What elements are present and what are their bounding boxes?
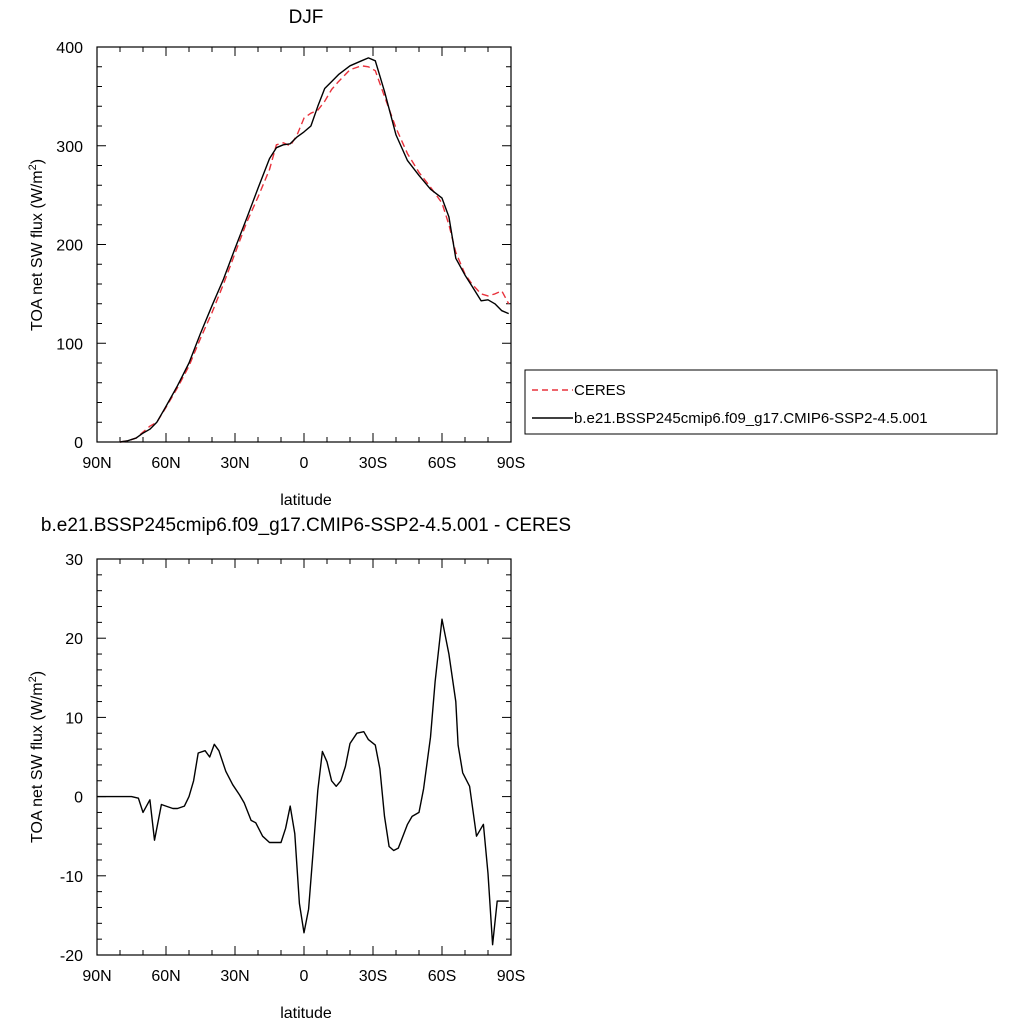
bottom-x-tick-labels: 90N 60N 30N 0 30S 60S 90S xyxy=(82,968,525,985)
bottom-x-axis-label: latitude xyxy=(280,1005,332,1022)
bottom-y-tick-label: 0 xyxy=(74,790,83,807)
legend: CERES b.e21.BSSP245cmip6.f09_g17.CMIP6-S… xyxy=(524,369,998,435)
bottom-y-axis-label: TOA net SW flux (W/m2) xyxy=(27,671,46,843)
top-y-tick-label: 0 xyxy=(74,435,83,452)
top-x-tick-label: 90N xyxy=(82,455,111,472)
bottom-x-tick-label: 90S xyxy=(497,968,525,985)
bottom-chart-title: b.e21.BSSP245cmip6.f09_g17.CMIP6-SSP2-4.… xyxy=(41,515,571,536)
bottom-y-axis-label-main: TOA net SW flux (W/m xyxy=(29,682,46,843)
bottom-y-tick-label: 10 xyxy=(65,710,83,727)
bottom-y-axis-label-superscript: 2 xyxy=(27,676,39,682)
bottom-x-tick-label: 30N xyxy=(220,968,249,985)
top-series-line-model xyxy=(119,57,509,443)
bottom-series-lines xyxy=(97,618,509,946)
top-x-tick-labels: 90N 60N 30N 0 30S 60S 90S xyxy=(82,455,525,472)
top-series-lines xyxy=(119,57,510,443)
legend-box xyxy=(524,369,998,435)
top-y-tick-label: 400 xyxy=(56,40,83,57)
top-y-axis-label-superscript: 2 xyxy=(27,164,39,170)
top-x-tick-label: 0 xyxy=(300,455,309,472)
bottom-x-tick-label: 0 xyxy=(300,968,309,985)
top-y-axis-label-main: TOA net SW flux (W/m xyxy=(29,170,46,331)
top-x-tick-label: 60S xyxy=(428,455,456,472)
legend-label-ceres: CERES xyxy=(574,382,626,399)
top-axis-ticks xyxy=(96,46,512,443)
bottom-series-line-model xyxy=(97,618,509,946)
bottom-x-tick-label: 60S xyxy=(428,968,456,985)
top-chart-title: DJF xyxy=(289,7,324,28)
top-x-tick-label: 30N xyxy=(220,455,249,472)
top-plot-frame xyxy=(96,46,512,443)
bottom-y-tick-label: -10 xyxy=(60,869,83,886)
top-x-tick-label: 30S xyxy=(359,455,387,472)
top-y-tick-label: 100 xyxy=(56,336,83,353)
legend-label-model: b.e21.BSSP245cmip6.f09_g17.CMIP6-SSP2-4.… xyxy=(574,410,928,427)
bottom-y-axis-label-close: ) xyxy=(29,671,46,676)
bottom-y-tick-labels: -20 -10 0 10 20 30 xyxy=(60,552,83,965)
bottom-x-tick-label: 60N xyxy=(151,968,180,985)
bottom-y-tick-label: 30 xyxy=(65,552,83,569)
top-y-axis-label-close: ) xyxy=(29,159,46,164)
bottom-panel: b.e21.BSSP245cmip6.f09_g17.CMIP6-SSP2-4.… xyxy=(27,515,571,1022)
bottom-x-tick-label: 30S xyxy=(359,968,387,985)
bottom-x-tick-label: 90N xyxy=(82,968,111,985)
bottom-y-tick-label: 20 xyxy=(65,631,83,648)
top-y-tick-labels: 0 100 200 300 400 xyxy=(56,40,83,452)
bottom-y-tick-label: -20 xyxy=(60,948,83,965)
bottom-plot-frame xyxy=(96,558,512,956)
bottom-axis-ticks xyxy=(96,558,512,956)
top-x-tick-label: 60N xyxy=(151,455,180,472)
top-panel: DJF 90N 60N 30N 0 30S 60S 90S 0 100 200 300 400 la… xyxy=(27,7,525,509)
top-x-axis-label: latitude xyxy=(280,492,332,509)
top-y-tick-label: 300 xyxy=(56,139,83,156)
top-x-tick-label: 90S xyxy=(497,455,525,472)
top-y-axis-label: TOA net SW flux (W/m2) xyxy=(27,159,46,331)
top-y-tick-label: 200 xyxy=(56,238,83,255)
